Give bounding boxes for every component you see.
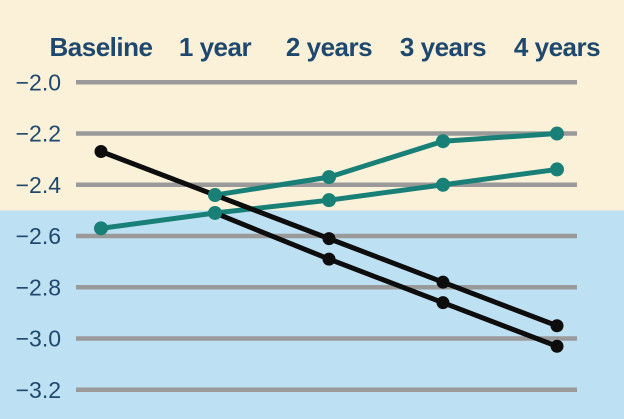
y-tick-label: −3.0 [16,326,61,352]
data-point-teal-rising-lower [436,177,450,192]
y-tick-label: −3.2 [16,377,61,403]
series-line-teal-rising-upper [212,131,560,198]
series-line-black-declining-lower [212,210,560,349]
data-point-black-declining-lower [322,252,336,266]
data-point-teal-rising-upper [322,170,336,185]
y-tick-label: −2.4 [16,172,62,198]
x-axis-label: Baseline [50,32,153,62]
data-point-black-declining-lower [436,296,450,310]
data-point-teal-rising-lower [208,205,222,220]
data-point-teal-rising-lower [94,221,108,236]
data-point-teal-rising-upper [436,134,450,149]
y-tick-label: −2.2 [16,121,61,147]
data-point-teal-rising-lower [550,162,564,177]
data-point-teal-rising-upper [208,188,222,203]
x-axis-label: 4 years [514,32,600,62]
y-tick-label: −2.8 [16,274,61,300]
data-point-black-declining-upper [550,319,564,333]
data-point-black-declining-upper [322,232,336,246]
x-axis-label: 1 year [179,32,252,62]
data-point-black-declining-upper [436,275,450,289]
data-point-black-declining-upper [94,144,108,158]
y-tick-label: −2.6 [16,223,61,249]
plot-background-below-threshold [0,210,624,419]
data-point-teal-rising-lower [322,193,336,208]
y-tick-label: −2.0 [16,69,61,95]
data-point-teal-rising-upper [550,126,564,141]
data-point-black-declining-lower [550,339,564,353]
x-axis-label: 2 years [286,32,372,62]
x-axis-label: 3 years [400,32,486,62]
